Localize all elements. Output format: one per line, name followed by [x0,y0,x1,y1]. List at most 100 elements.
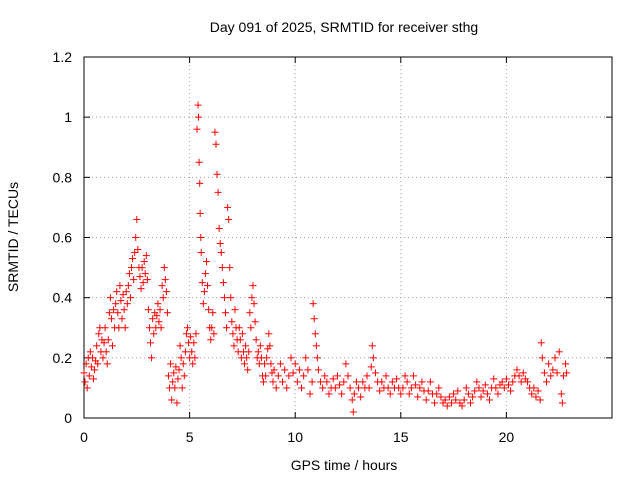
data-point [140,258,148,266]
data-point [247,324,255,332]
x-tick-label: 5 [186,429,194,445]
data-point [85,372,93,380]
data-point [543,378,551,386]
data-point [156,306,164,314]
data-point [158,282,166,290]
data-point [114,309,122,317]
data-point [388,378,396,386]
data-point [256,342,264,350]
data-point [134,246,142,254]
data-point [95,330,103,338]
data-point [359,378,367,386]
data-point [230,342,238,350]
data-point [194,113,202,121]
data-point [336,381,344,389]
data-point [105,309,113,317]
data-point [245,348,253,356]
data-point [481,381,489,389]
y-tick-label: 0.8 [53,169,73,185]
data-point [471,387,479,395]
data-point [175,366,183,374]
data-point [431,399,439,407]
data-point [401,372,409,380]
data-point [162,288,170,296]
chart-title: Day 091 of 2025, SRMTID for receiver sth… [210,19,478,35]
data-point [180,372,188,380]
data-point [319,384,327,392]
data-point [441,396,449,404]
data-point [549,366,557,374]
data-point [447,399,455,407]
data-point [83,384,91,392]
data-point [189,360,197,368]
data-point [228,318,236,326]
data-point [323,378,331,386]
data-point [149,315,157,323]
data-point [382,372,390,380]
data-point [270,366,278,374]
data-point [238,330,246,338]
data-point [287,354,295,362]
data-point [172,363,180,371]
data-point [201,270,209,278]
data-point [160,264,168,272]
data-point [208,324,216,332]
data-point [281,366,289,374]
data-point [173,399,181,407]
data-point [235,324,243,332]
data-point [183,324,191,332]
data-point [142,252,150,260]
data-point [355,384,363,392]
data-point [217,249,225,257]
data-point [246,309,254,317]
data-point [128,264,136,272]
data-point [344,372,352,380]
data-point [229,330,237,338]
data-point [251,318,259,326]
data-point [81,378,89,386]
data-point [141,270,149,278]
data-point [414,393,422,401]
data-point [443,402,451,410]
data-point [190,339,198,347]
data-point [540,369,548,377]
data-point [458,402,466,410]
data-point [418,378,426,386]
data-point [376,387,384,395]
data-point [113,288,121,296]
data-point [559,372,567,380]
data-point [220,294,228,302]
data-point [87,363,95,371]
data-point [302,354,310,362]
data-point [90,375,98,383]
data-point [150,330,158,338]
data-point [109,342,117,350]
data-point [200,288,208,296]
data-point [254,348,262,356]
data-point [298,384,306,392]
data-point [153,312,161,320]
data-point [462,384,470,392]
data-point [513,366,521,374]
data-point [104,336,112,344]
y-tick-label: 0 [64,410,72,426]
data-point [331,384,339,392]
data-point [267,360,275,368]
y-tick-label: 0.2 [53,350,73,366]
data-point [371,369,379,377]
data-point [215,224,223,232]
data-point [534,387,542,395]
data-point [143,276,151,284]
data-point [537,339,545,347]
y-axis-label: SRMTID / TECUs [5,182,21,292]
data-point [450,390,458,398]
data-point [498,378,506,386]
data-point [252,336,260,344]
data-point [509,378,517,386]
data-point [106,294,114,302]
data-point [538,354,546,362]
data-point [202,258,210,266]
data-point [367,363,375,371]
data-point [563,369,571,377]
data-point [291,360,299,368]
